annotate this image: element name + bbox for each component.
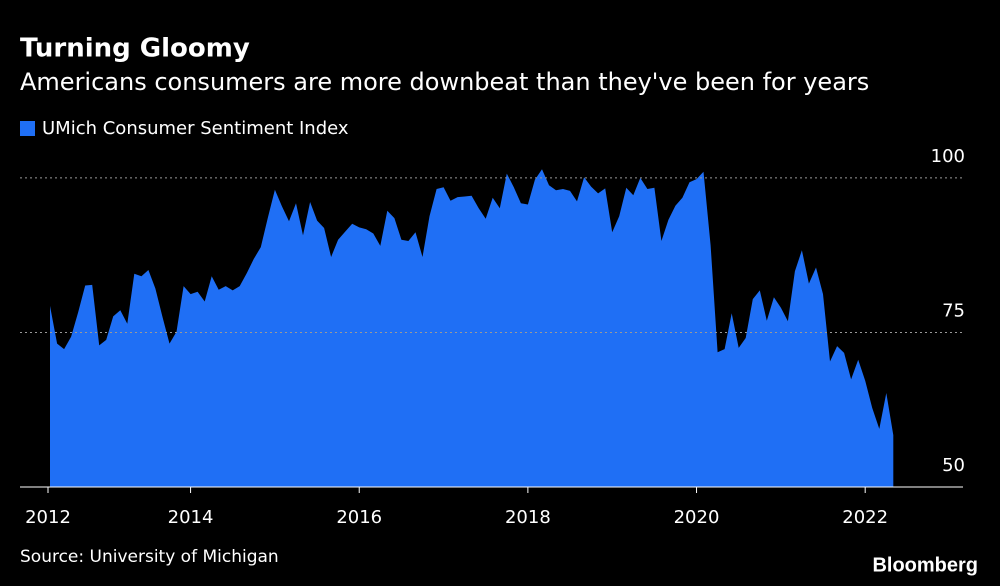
brand-logo: Bloomberg	[872, 554, 978, 576]
x-tick-label: 2016	[336, 507, 382, 528]
x-tick-label: 2012	[25, 507, 71, 528]
legend-label: UMich Consumer Sentiment Index	[42, 118, 349, 139]
x-tick-label: 2020	[674, 507, 720, 528]
x-tick-label: 2022	[842, 507, 888, 528]
y-tick-label: 100	[931, 146, 965, 167]
y-tick-label: 75	[942, 300, 965, 321]
source: Source: University of Michigan	[20, 547, 279, 567]
x-tick-label: 2018	[505, 507, 551, 528]
legend-swatch	[20, 121, 35, 136]
y-tick-label: 50	[942, 455, 965, 476]
chart-subtitle: Americans consumers are more downbeat th…	[20, 68, 869, 96]
chart-title: Turning Gloomy	[20, 34, 250, 64]
area	[50, 169, 894, 488]
x-tick-label: 2014	[168, 507, 214, 528]
